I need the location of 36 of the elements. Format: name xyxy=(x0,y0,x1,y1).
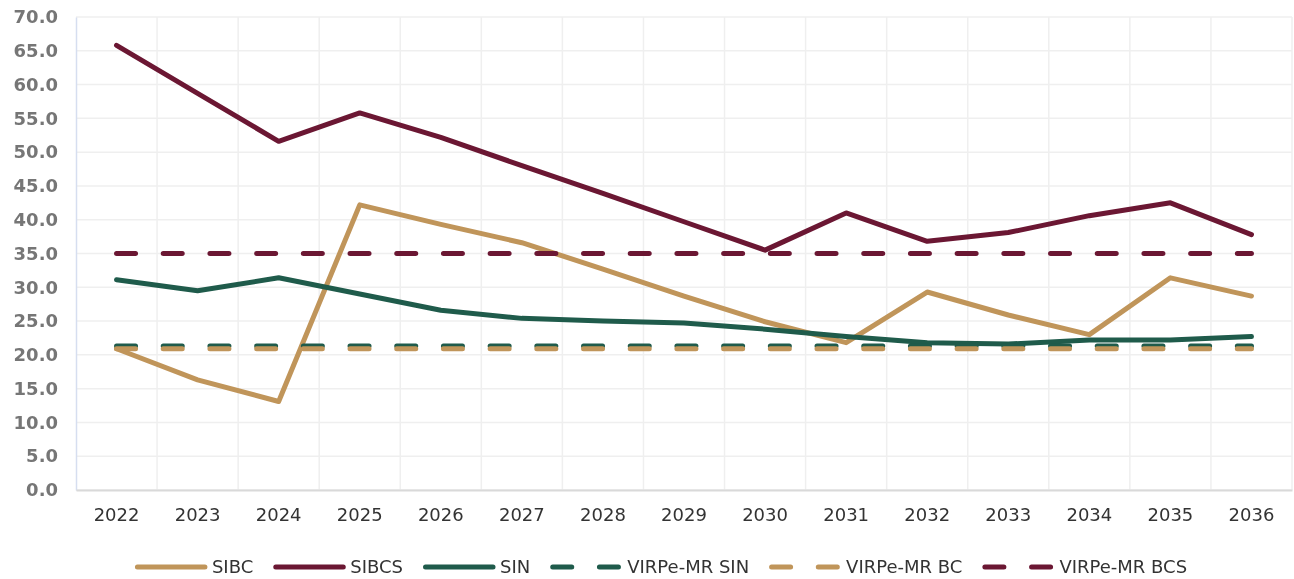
x-tick-label: 2028 xyxy=(580,503,626,525)
y-tick-label: 70.0 xyxy=(13,6,58,28)
legend-label: VIRPe-MR BC xyxy=(846,556,963,578)
y-tick-label: 45.0 xyxy=(13,175,58,197)
x-tick-label: 2025 xyxy=(336,503,383,525)
legend-label: VIRPe-MR SIN xyxy=(627,556,750,578)
y-tick-label: 65.0 xyxy=(13,40,58,62)
y-tick-label: 35.0 xyxy=(13,242,58,264)
y-tick-label: 60.0 xyxy=(13,73,58,95)
y-tick-label: 55.0 xyxy=(13,107,58,129)
legend-label: SIBCS xyxy=(350,556,404,578)
x-tick-label: 2033 xyxy=(985,503,1032,525)
y-tick-label: 15.0 xyxy=(13,377,58,399)
x-tick-label: 2030 xyxy=(742,503,788,525)
x-tick-label: 2027 xyxy=(498,503,545,525)
y-tick-label: 5.0 xyxy=(26,445,58,467)
y-tick-label: 10.0 xyxy=(13,411,58,433)
x-tick-label: 2022 xyxy=(93,503,140,525)
x-tick-label: 2036 xyxy=(1228,503,1275,525)
y-tick-label: 30.0 xyxy=(13,276,58,298)
x-tick-label: 2024 xyxy=(255,503,302,525)
y-tick-label: 20.0 xyxy=(13,344,58,366)
y-tick-label: 40.0 xyxy=(13,208,58,230)
y-tick-label: 25.0 xyxy=(13,310,58,332)
x-tick-label: 2035 xyxy=(1147,503,1194,525)
x-tick-label: 2032 xyxy=(904,503,951,525)
x-tick-label: 2023 xyxy=(174,503,221,525)
y-tick-label: 50.0 xyxy=(13,141,58,163)
y-tick-label: 0.0 xyxy=(26,479,58,501)
x-tick-label: 2034 xyxy=(1066,503,1113,525)
x-tick-label: 2031 xyxy=(823,503,870,525)
legend-label: VIRPe-MR BCS xyxy=(1059,556,1188,578)
x-tick-label: 2026 xyxy=(417,503,464,525)
legend-label: SIBC xyxy=(211,556,254,578)
x-tick-label: 2029 xyxy=(661,503,707,525)
legend-label: SIN xyxy=(500,556,531,578)
